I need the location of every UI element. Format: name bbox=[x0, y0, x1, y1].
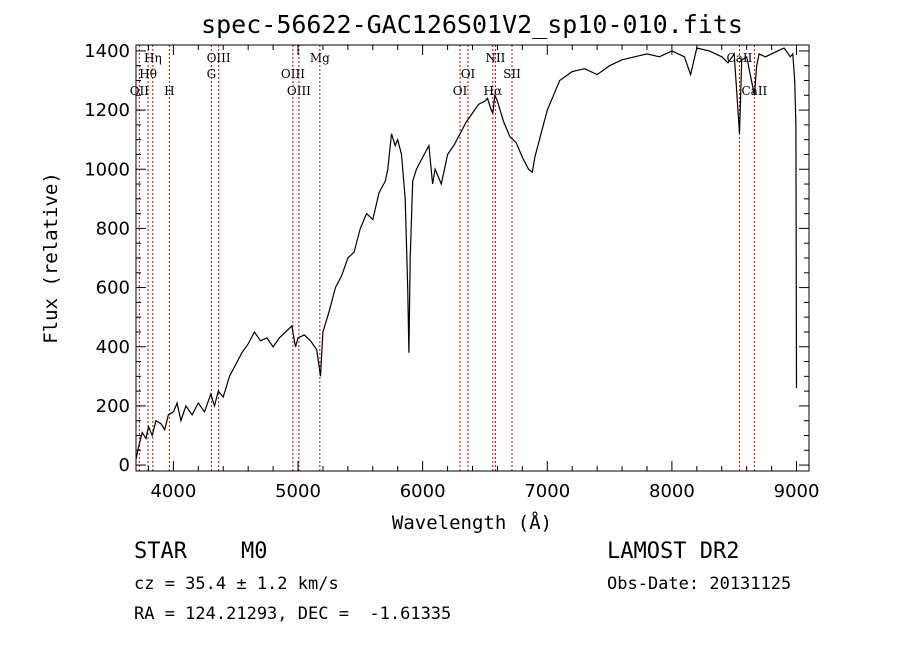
marker-label-9: NII bbox=[485, 51, 505, 65]
survey-label: LAMOST DR2 bbox=[607, 539, 740, 564]
coordinates: RA = 124.21293, DEC = -1.61335 bbox=[134, 604, 452, 624]
chart-title: spec-56622-GAC126S01V2_sp10-010.fits bbox=[201, 10, 743, 39]
x-axis-label: Wavelength (Å) bbox=[392, 511, 552, 534]
plot-frame bbox=[135, 44, 810, 472]
x-tick-label: 7000 bbox=[524, 481, 570, 502]
marker-label-8: OIII bbox=[287, 84, 311, 98]
y-tick-label: 1400 bbox=[84, 41, 130, 62]
marker-label-12: OI bbox=[453, 84, 468, 98]
x-tick-label: 5000 bbox=[275, 481, 321, 502]
marker-label-4: OIII bbox=[207, 51, 231, 65]
marker-label-2: OII bbox=[130, 84, 150, 98]
x-tick-label: 6000 bbox=[400, 481, 446, 502]
y-tick-label: 400 bbox=[96, 337, 130, 358]
x-tick-label: 8000 bbox=[649, 481, 695, 502]
marker-label-5: G bbox=[207, 67, 217, 81]
marker-label-3: H bbox=[164, 84, 174, 98]
y-axis-ticks: 0 200 400 600 800 1000 1200 1400 bbox=[84, 41, 809, 476]
marker-label-10: OI bbox=[461, 67, 476, 81]
marker-label-7: OIII bbox=[281, 67, 305, 81]
x-axis-ticks: 4000 5000 6000 7000 8000 9000 bbox=[147, 45, 820, 502]
marker-label-11: SII bbox=[503, 67, 521, 81]
y-tick-label: 800 bbox=[96, 218, 130, 239]
marker-label-13: Hα bbox=[484, 84, 503, 98]
x-tick-label: 9000 bbox=[774, 481, 820, 502]
y-tick-label: 1000 bbox=[84, 159, 130, 180]
object-subclass: M0 bbox=[241, 539, 268, 564]
y-tick-label: 0 bbox=[119, 455, 130, 476]
object-class: STAR bbox=[134, 539, 187, 564]
marker-label-14: CaII bbox=[727, 51, 753, 65]
y-tick-label: 600 bbox=[96, 278, 130, 299]
spectrum-line bbox=[135, 47, 798, 460]
y-tick-label: 1200 bbox=[84, 100, 130, 121]
marker-label-1: Hθ bbox=[139, 67, 157, 81]
marker-label-0: Hη bbox=[144, 51, 162, 65]
marker-label-6: Mg bbox=[310, 51, 330, 65]
x-tick-label: 4000 bbox=[150, 481, 196, 502]
obs-date: Obs-Date: 20131125 bbox=[607, 574, 792, 594]
redshift-value: cz = 35.4 ± 1.2 km/s bbox=[134, 574, 339, 594]
y-axis-label: Flux (relative) bbox=[40, 172, 62, 344]
y-tick-label: 200 bbox=[96, 396, 130, 417]
